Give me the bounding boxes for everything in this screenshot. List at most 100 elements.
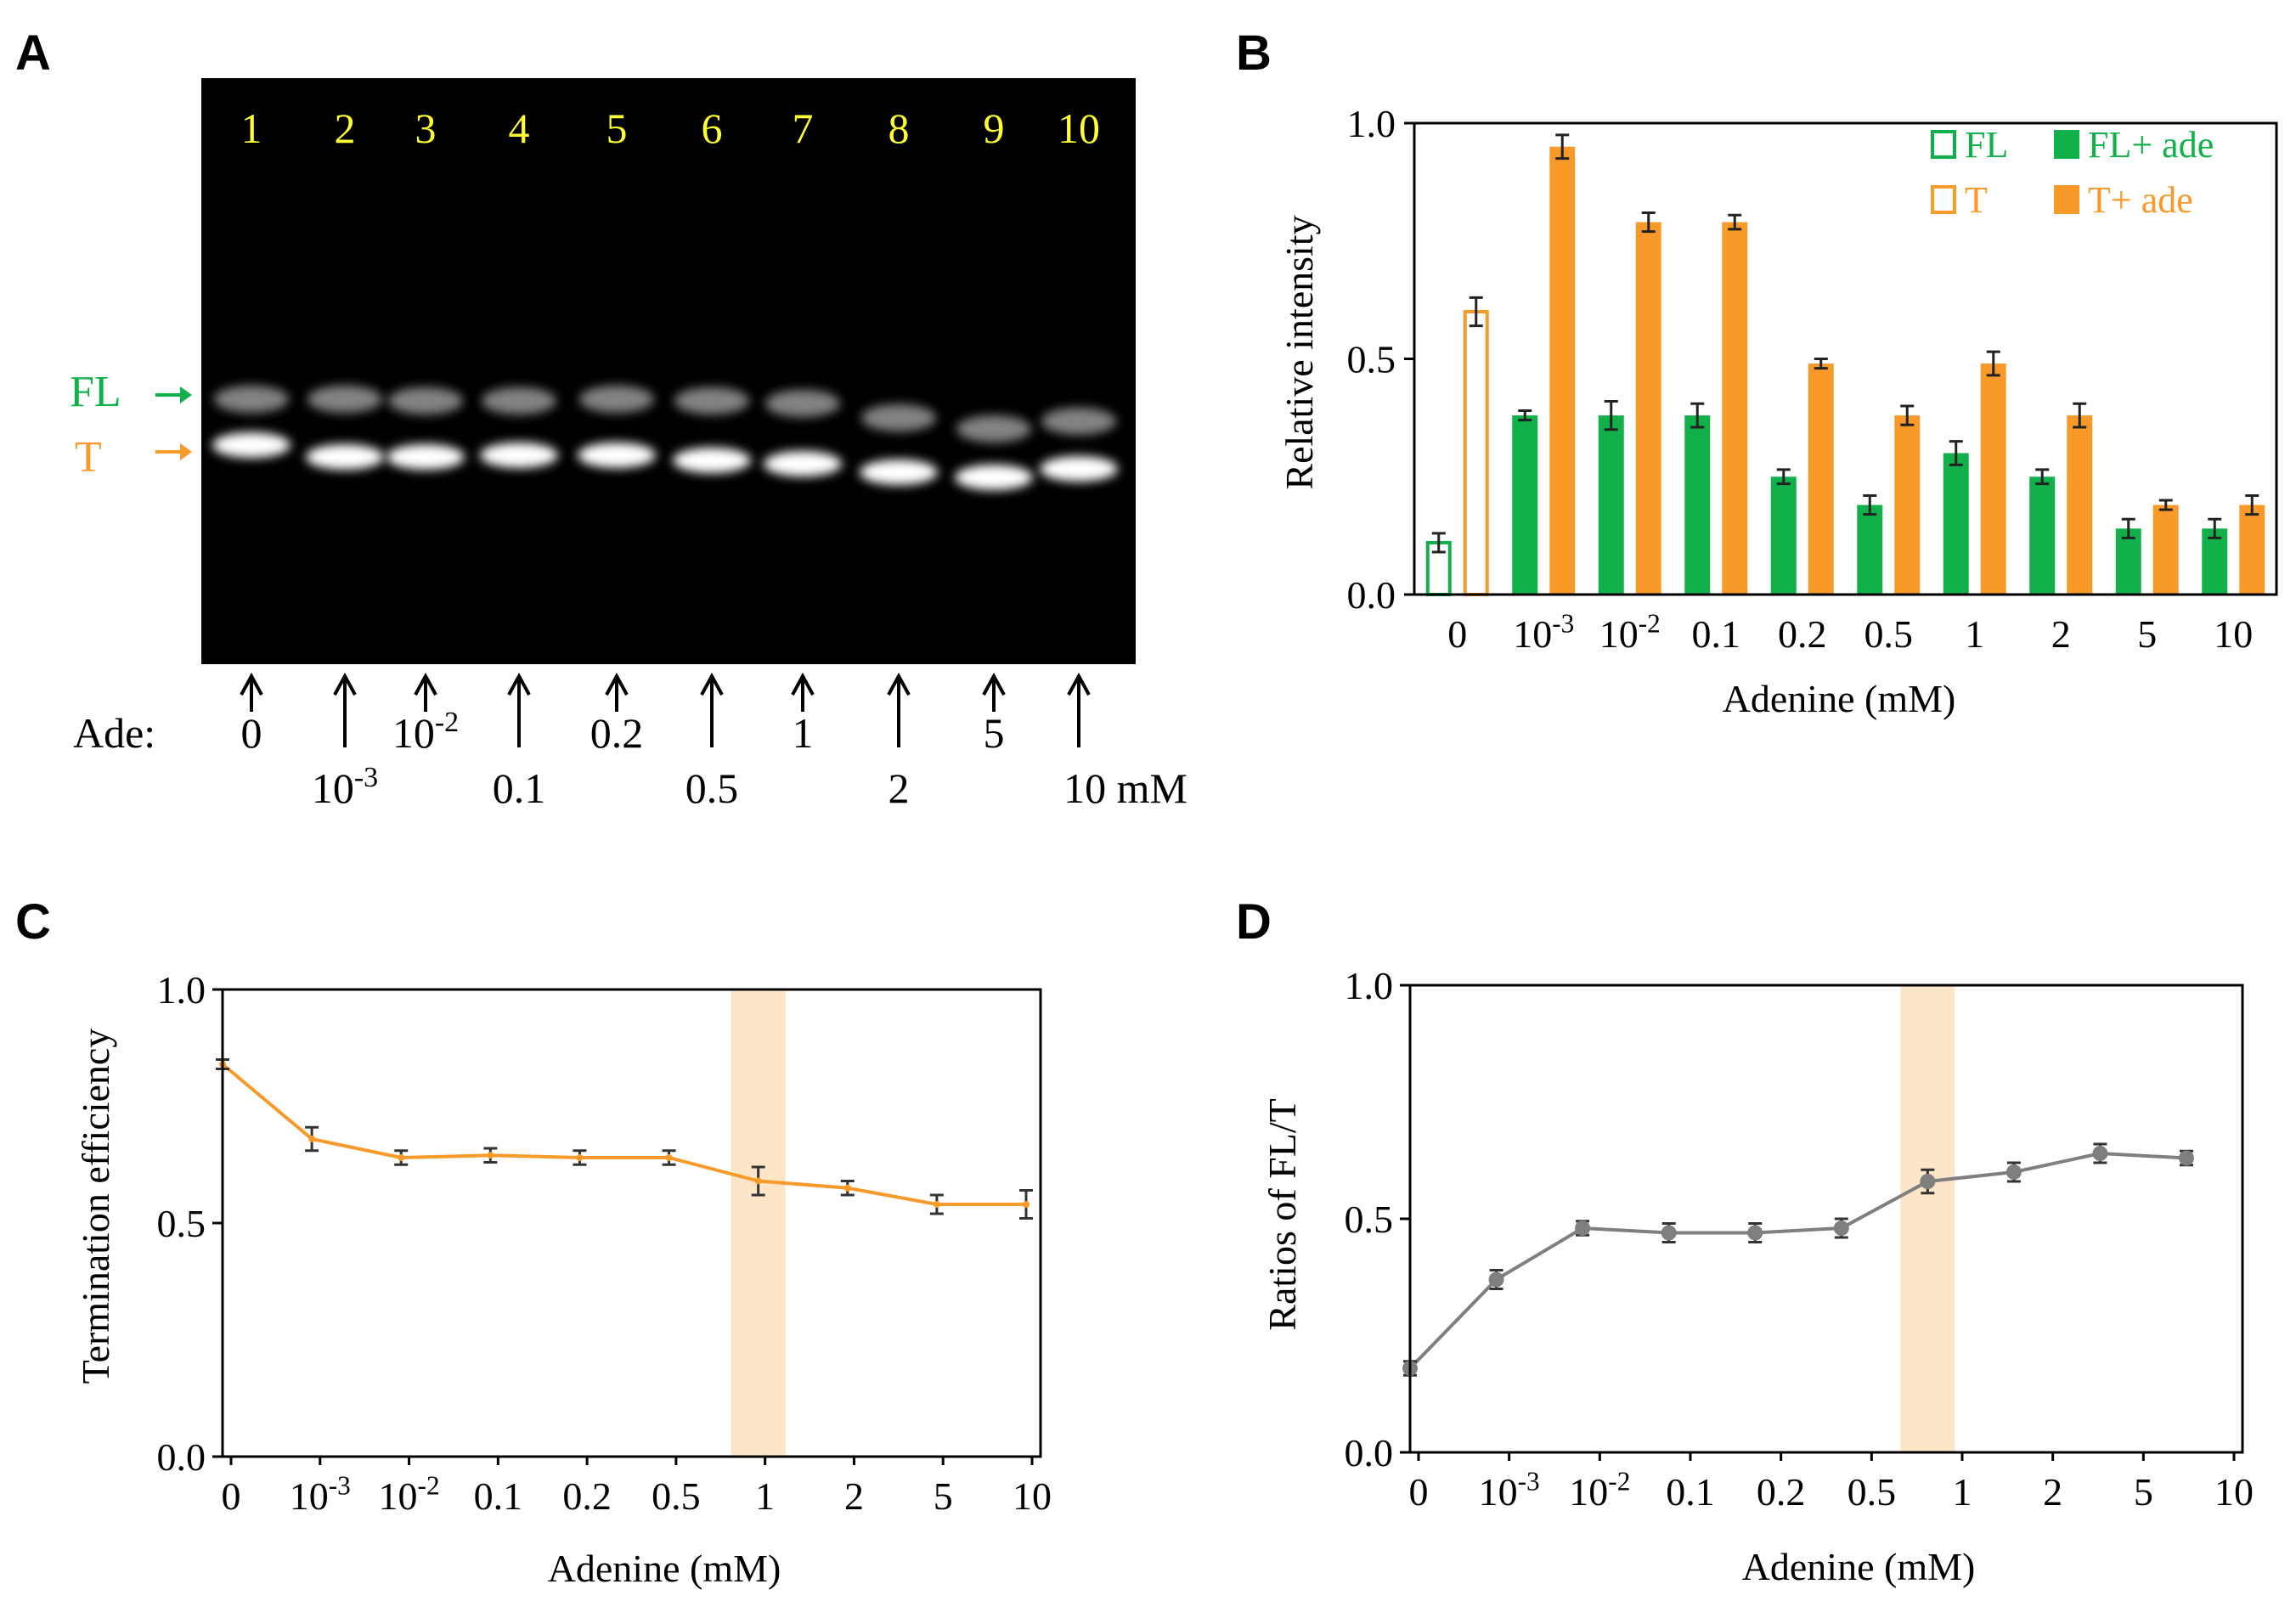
b-bar-fl-ade bbox=[1770, 476, 1797, 595]
b-bar-fl-ade bbox=[1857, 505, 1883, 595]
gel-ade-label: 1 bbox=[793, 709, 814, 757]
d-x-tick-label: 2 bbox=[2043, 1470, 2062, 1514]
gel-t-band bbox=[673, 448, 751, 473]
b-y-axis-label: Relative intensity bbox=[1278, 215, 1321, 489]
gel-ade-label-exp: -2 bbox=[435, 707, 459, 738]
gel-image bbox=[201, 78, 1136, 664]
b-bar-t-ade bbox=[1980, 364, 2006, 595]
gel-t-band bbox=[306, 444, 384, 470]
d-y-tick-label: 0.5 bbox=[1345, 1198, 1394, 1241]
gel-lane-number: 10 bbox=[1058, 104, 1100, 152]
d-x-tick-label-base: 10 bbox=[2214, 1470, 2254, 1514]
c-x-tick-label-base: 0.5 bbox=[652, 1474, 701, 1518]
gel-t-band bbox=[212, 432, 291, 458]
gel-lane-arrowhead-icon bbox=[414, 672, 437, 696]
d-data-point bbox=[2092, 1146, 2108, 1161]
gel-ade-label: 0.2 bbox=[590, 709, 644, 757]
b-bar-t-ade bbox=[2067, 415, 2093, 595]
c-x-axis-label: Adenine (mM) bbox=[548, 1547, 781, 1590]
c-x-tick-label: 0.5 bbox=[652, 1474, 701, 1518]
gel-lane-arrowhead-icon bbox=[1067, 672, 1091, 696]
b-legend: FL FL+ ade T T+ ade bbox=[1931, 124, 2214, 221]
panel-label-a: A bbox=[15, 25, 51, 81]
d-y-tick-label: 0.0 bbox=[1345, 1431, 1394, 1474]
gel-ade-label-base: 0.5 bbox=[685, 764, 739, 812]
gel-ade-label-base: 10 mM bbox=[1063, 764, 1187, 812]
d-data-point bbox=[1488, 1271, 1504, 1288]
gel-lane-arrowhead-icon bbox=[605, 672, 629, 696]
gel-ade-label: 10-3 bbox=[312, 762, 378, 812]
c-data-point bbox=[754, 1177, 762, 1185]
b-y-tick-label: 0.0 bbox=[1347, 573, 1396, 617]
b-bar-fl-ade bbox=[1943, 453, 1969, 595]
d-marks: 0.00.51.00 10-3 10-2 0.1 0.2 0.5 1 2 5 10 bbox=[1345, 964, 2254, 1514]
b-legend-label: T+ ade bbox=[2088, 179, 2193, 221]
c-y-axis-label: Termination efficiency bbox=[74, 1029, 117, 1384]
b-y-tick-label: 1.0 bbox=[1347, 102, 1396, 145]
c-x-tick-label: 10-3 bbox=[290, 1471, 351, 1518]
c-x-tick-label-base: 10 bbox=[1013, 1474, 1052, 1518]
b-bar-fl-ade bbox=[2115, 528, 2141, 595]
c-x-tick-label-base: 5 bbox=[934, 1474, 953, 1518]
b-x-tick-label-base: 0.2 bbox=[1778, 612, 1827, 656]
gel-fl-band bbox=[765, 390, 840, 417]
gel-ade-label-base: 2 bbox=[889, 764, 910, 812]
c-x-tick-label: 1 bbox=[755, 1474, 775, 1518]
gel-ade-label: 0.1 bbox=[493, 764, 546, 812]
gel-ade-label: 0.5 bbox=[685, 764, 739, 812]
c-x-tick-label-base: 1 bbox=[755, 1474, 775, 1518]
gel-lane-arrowhead-icon bbox=[791, 672, 815, 696]
c-x-tick-label: 0.1 bbox=[474, 1474, 523, 1518]
gel-fl-band bbox=[307, 386, 382, 413]
gel-lane-arrowhead-icon bbox=[333, 672, 357, 696]
b-x-tick-label-base: 10 bbox=[2214, 612, 2253, 656]
b-bar-fl-ade bbox=[1684, 415, 1711, 595]
c-y-tick-label: 0.0 bbox=[157, 1435, 206, 1479]
d-x-tick-label: 1 bbox=[1953, 1470, 1972, 1514]
b-bar-fl-ade bbox=[2029, 476, 2056, 595]
d-x-tick-label-base: 1 bbox=[1953, 1470, 1972, 1514]
d-x-tick-label: 0 bbox=[1409, 1470, 1429, 1514]
c-data-point bbox=[665, 1154, 673, 1161]
b-y-tick-label: 0.5 bbox=[1347, 338, 1396, 381]
gel-lane-number: 2 bbox=[335, 104, 356, 152]
gel-fl-band bbox=[674, 387, 749, 414]
gel-t-band bbox=[764, 451, 842, 476]
b-legend-swatch bbox=[1931, 130, 1956, 159]
b-bar-fl-ade bbox=[2202, 528, 2228, 595]
b-legend-swatch bbox=[2054, 185, 2079, 214]
gel-ade-label: 0 bbox=[241, 709, 262, 757]
d-y-axis-label: Ratios of FL/T bbox=[1261, 1098, 1304, 1330]
d-x-tick-label-base: 0.2 bbox=[1757, 1470, 1806, 1514]
gel-lane-arrowhead-icon bbox=[700, 672, 724, 696]
gel-t-band bbox=[578, 443, 656, 468]
gel-fl-band bbox=[956, 415, 1031, 443]
c-series-line bbox=[221, 1063, 1026, 1206]
gel-ade-label-base: 0.1 bbox=[493, 764, 546, 812]
c-data-point bbox=[398, 1154, 405, 1161]
b-bar-t-ade bbox=[1808, 364, 1834, 595]
b-legend-label: FL bbox=[1965, 124, 2008, 166]
d-x-tick-label-exp: -2 bbox=[1608, 1467, 1630, 1497]
b-marks: 0.00.51.00 10-3 10-2 0.1 0.2 0.5 1 2 5 10 bbox=[1347, 102, 2278, 656]
gel-ade-label: 10 mM bbox=[1063, 764, 1187, 812]
gel-t-band bbox=[860, 459, 938, 485]
b-x-tick-label: 0.2 bbox=[1778, 612, 1827, 656]
b-bar-fl-ade bbox=[1598, 415, 1624, 595]
c-x-tick-label-exp: -3 bbox=[329, 1471, 351, 1501]
d-x-tick-label: 5 bbox=[2134, 1470, 2153, 1514]
d-data-point bbox=[1661, 1225, 1677, 1241]
d-x-tick-label: 10 bbox=[2214, 1470, 2254, 1514]
b-x-tick-label-exp: -2 bbox=[1639, 609, 1661, 639]
gel-ade-label-base: 0 bbox=[241, 709, 262, 757]
c-data-point bbox=[487, 1152, 494, 1159]
gel-t-band bbox=[480, 443, 558, 468]
b-x-tick-label: 0 bbox=[1447, 612, 1467, 656]
gel-ade-label-base: 5 bbox=[984, 709, 1005, 757]
b-x-tick-label-base: 0.5 bbox=[1864, 612, 1914, 656]
gel-lane-number: 8 bbox=[889, 104, 910, 152]
b-legend-label: FL+ ade bbox=[2088, 124, 2214, 166]
c-highlight-band bbox=[731, 989, 786, 1457]
c-x-tick-label-base: 10 bbox=[379, 1474, 418, 1518]
b-bar-t bbox=[1463, 310, 1489, 596]
